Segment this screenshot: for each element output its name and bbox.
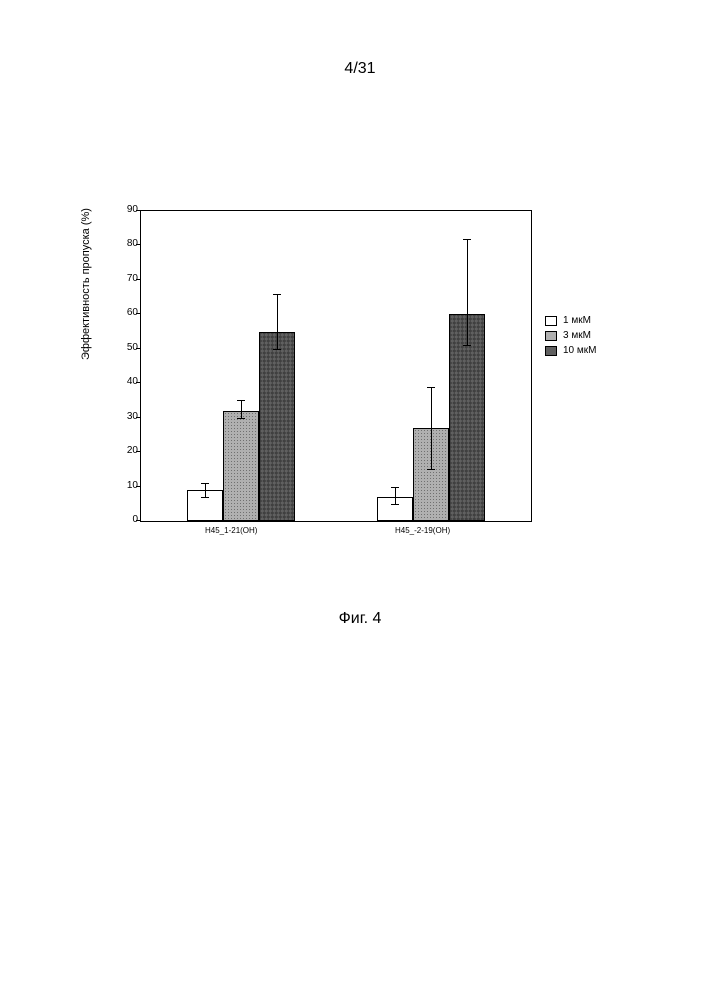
error-cap [463, 345, 471, 346]
error-cap [463, 239, 471, 240]
error-bar [431, 387, 432, 470]
bar-chart: Эффективность пропуска (%) 1 мкМ3 мкМ10 … [90, 200, 640, 580]
legend-swatch [545, 316, 557, 326]
y-tick-mark [136, 244, 140, 245]
bar [259, 332, 295, 521]
legend: 1 мкМ 3 мкМ 10 мкМ [545, 315, 596, 360]
error-bar [467, 239, 468, 346]
error-cap [201, 483, 209, 484]
legend-swatch [545, 346, 557, 356]
legend-label: 3 мкМ [563, 330, 591, 341]
y-tick-mark [136, 313, 140, 314]
error-cap [237, 418, 245, 419]
legend-label: 1 мкМ [563, 315, 591, 326]
error-cap [273, 294, 281, 295]
error-cap [427, 387, 435, 388]
error-bar [241, 400, 242, 417]
y-tick-mark [136, 279, 140, 280]
y-tick-mark [136, 348, 140, 349]
error-cap [427, 469, 435, 470]
legend-swatch [545, 331, 557, 341]
error-bar [277, 294, 278, 349]
y-tick-mark [136, 417, 140, 418]
error-cap [201, 497, 209, 498]
legend-label: 10 мкМ [563, 345, 596, 356]
error-cap [391, 504, 399, 505]
y-tick-mark [136, 486, 140, 487]
y-axis-label: Эффективность пропуска (%) [80, 208, 92, 360]
x-tick-label: H45_1-21(OH) [205, 526, 257, 535]
y-tick-mark [136, 451, 140, 452]
error-cap [237, 400, 245, 401]
error-cap [391, 487, 399, 488]
legend-item: 1 мкМ [545, 315, 596, 326]
figure-caption: Фиг. 4 [0, 610, 720, 628]
y-tick-mark [136, 382, 140, 383]
legend-item: 3 мкМ [545, 330, 596, 341]
error-bar [395, 487, 396, 504]
y-tick-mark [136, 520, 140, 521]
x-tick-label: H45_-2-19(OH) [395, 526, 450, 535]
plot-area [140, 210, 532, 522]
bar [223, 411, 259, 521]
error-cap [273, 349, 281, 350]
error-bar [205, 483, 206, 497]
page-header: 4/31 [0, 0, 720, 78]
legend-item: 10 мкМ [545, 345, 596, 356]
y-tick-mark [136, 210, 140, 211]
